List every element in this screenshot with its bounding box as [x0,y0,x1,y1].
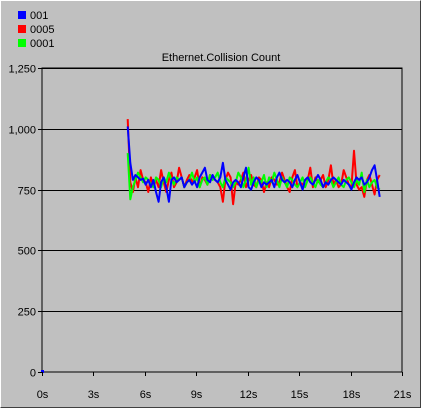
legend-swatch-001 [18,11,26,19]
legend-item-001: 001 [18,9,54,23]
y-tick-label: 0 [30,368,36,380]
y-tick-label: 750 [18,186,36,198]
legend-item-0005: 0005 [18,23,54,37]
series-layer [41,119,381,373]
chart-title: Ethernet.Collision Count [162,52,281,64]
legend: 001 0005 0001 [18,9,54,51]
origin-marker [41,370,44,373]
x-tick-label: 18s [343,389,361,401]
series-line-001 [126,126,381,203]
legend-swatch-0005 [18,25,26,33]
legend-item-0001: 0001 [18,37,54,51]
legend-label-001: 001 [30,10,49,22]
grid-layer [41,67,403,373]
x-tick-label: 6s [140,389,152,401]
tick-layer: 0 250 500 750 1,000 1,250 0s 3s 6s 9s 12s 15s 18s 21s [8,64,411,402]
x-tick-label: 9s [191,389,203,401]
legend-swatch-0001 [18,39,26,47]
x-tick-label: 15s [291,389,309,401]
y-tick-label: 1,000 [8,125,36,137]
y-tick-label: 1,250 [8,64,36,76]
x-tick-label: 21s [394,389,412,401]
x-tick-label: 0s [37,389,49,401]
plot-frame [41,67,403,373]
series-line-0005 [126,119,381,206]
series-line-0001 [126,153,381,201]
x-tick-label: 12s [240,389,258,401]
x-tick-label: 3s [88,389,100,401]
legend-label-0005: 0005 [30,24,55,36]
y-tick-label: 250 [18,307,36,319]
legend-label-0001: 0001 [30,38,55,50]
y-tick-label: 500 [18,246,36,258]
